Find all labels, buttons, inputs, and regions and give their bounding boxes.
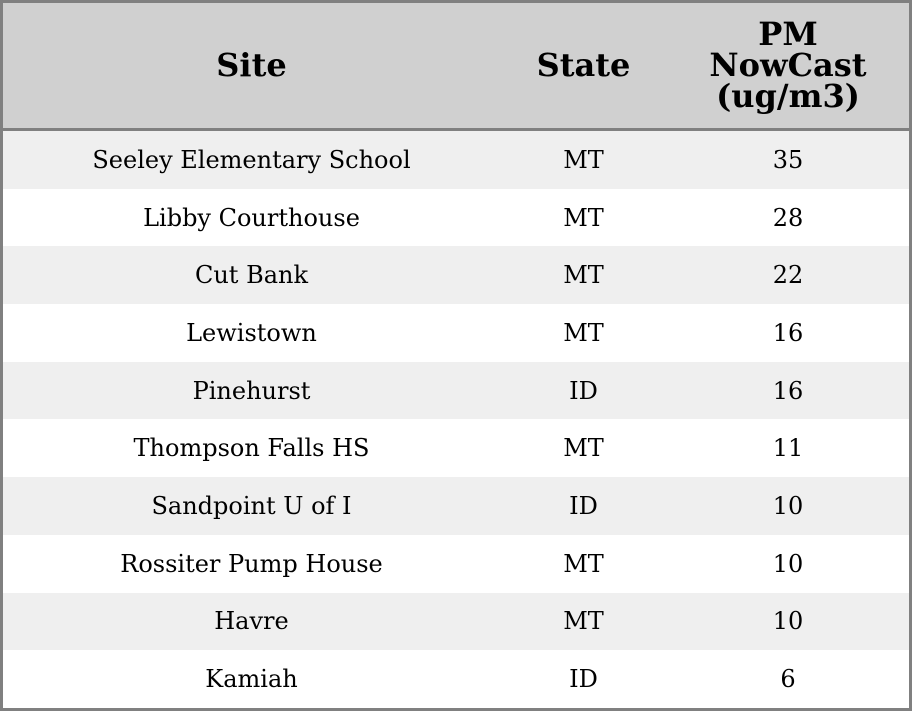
header-line: PM <box>758 15 818 53</box>
site-cell: Libby Courthouse <box>1 188 500 247</box>
state-cell: MT <box>500 592 667 651</box>
pm-value-cell: 35 <box>667 129 911 189</box>
site-cell: Kamiah <box>1 650 500 710</box>
state-cell: MT <box>500 188 667 247</box>
pm-value-cell: 16 <box>667 361 911 420</box>
site-cell: Sandpoint U of I <box>1 477 500 535</box>
state-cell: MT <box>500 304 667 362</box>
table-row: Kamiah ID 6 <box>1 650 911 710</box>
header-row: Site State PM NowCast (ug/m3) <box>1 1 911 131</box>
table-row: Rossiter Pump House MT 10 <box>1 534 911 593</box>
table-row: Havre MT 10 <box>1 592 911 651</box>
header-line: (ug/m3) <box>716 77 860 115</box>
site-cell: Havre <box>1 592 500 651</box>
state-cell: ID <box>500 361 667 420</box>
pm-value-cell: 6 <box>667 650 911 710</box>
site-cell: Pinehurst <box>1 361 500 420</box>
table-row: Libby Courthouse MT 28 <box>1 188 911 247</box>
table-row: Seeley Elementary School MT 35 <box>1 129 911 189</box>
pm-value-cell: 10 <box>667 534 911 593</box>
pm-value-cell: 10 <box>667 477 911 535</box>
table-row: Pinehurst ID 16 <box>1 361 911 420</box>
site-cell: Seeley Elementary School <box>1 129 500 189</box>
state-cell: ID <box>500 477 667 535</box>
state-cell: MT <box>500 129 667 189</box>
header-pm-nowcast: PM NowCast (ug/m3) <box>667 1 911 131</box>
pm-value-cell: 28 <box>667 188 911 247</box>
state-cell: MT <box>500 246 667 305</box>
pm-value-cell: 10 <box>667 592 911 651</box>
table-row: Cut Bank MT 22 <box>1 246 911 305</box>
site-cell: Rossiter Pump House <box>1 534 500 593</box>
site-cell: Cut Bank <box>1 246 500 305</box>
state-cell: ID <box>500 650 667 710</box>
pm-value-cell: 16 <box>667 304 911 362</box>
table-row: Sandpoint U of I ID 10 <box>1 477 911 535</box>
site-cell: Lewistown <box>1 304 500 362</box>
state-cell: MT <box>500 534 667 593</box>
pm-value-cell: 22 <box>667 246 911 305</box>
state-cell: MT <box>500 419 667 478</box>
pm-value-cell: 11 <box>667 419 911 478</box>
header-state: State <box>500 1 667 131</box>
header-site: Site <box>1 1 500 131</box>
site-cell: Thompson Falls HS <box>1 419 500 478</box>
table-row: Lewistown MT 16 <box>1 304 911 362</box>
table-row: Thompson Falls HS MT 11 <box>1 419 911 478</box>
header-line: NowCast <box>709 46 867 84</box>
